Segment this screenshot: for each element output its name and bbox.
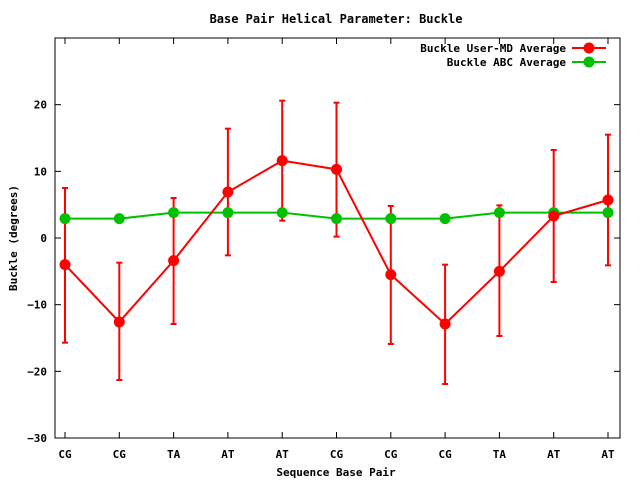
legend: Buckle User-MD Average Buckle ABC Averag… <box>420 42 606 69</box>
data-point-user-md <box>493 265 505 277</box>
data-point-user-md <box>548 210 560 222</box>
x-tick-label: CG <box>330 448 344 461</box>
data-point-abc <box>276 207 288 219</box>
data-point-abc <box>439 213 451 225</box>
x-tick-label: CG <box>58 448 72 461</box>
legend-label-abc: Buckle ABC Average <box>447 56 567 69</box>
x-tick-label: TA <box>493 448 507 461</box>
x-tick-label: TA <box>167 448 181 461</box>
data-point-user-md <box>59 259 71 271</box>
data-point-abc <box>493 207 505 219</box>
data-point-user-md <box>331 163 342 175</box>
chart-title: Base Pair Helical Parameter: Buckle <box>210 12 463 26</box>
data-point-abc <box>59 213 71 225</box>
series-layer <box>59 99 614 385</box>
x-tick-label: AT <box>221 448 235 461</box>
data-point-user-md <box>113 316 125 328</box>
y-tick-label: −30 <box>27 432 47 445</box>
x-tick-label: CG <box>438 448 452 461</box>
legend-marker-abc <box>583 56 595 68</box>
data-point-user-md <box>602 194 614 206</box>
y-tick-label: −20 <box>27 365 47 378</box>
data-point-abc <box>602 207 614 219</box>
data-point-user-md <box>168 255 180 267</box>
data-point-user-md <box>439 318 451 330</box>
legend-label-user-md: Buckle User-MD Average <box>420 42 566 55</box>
y-axis-label: Buckle (degrees) <box>7 185 20 291</box>
data-point-abc <box>385 213 397 225</box>
data-point-abc <box>168 207 180 219</box>
data-point-user-md <box>222 186 234 198</box>
y-axis: 20 10 0 −10 −20 −30 <box>27 99 620 445</box>
x-tick-label: CG <box>113 448 127 461</box>
y-tick-label: 0 <box>40 232 47 245</box>
y-tick-label: −10 <box>27 299 47 312</box>
x-tick-label: AT <box>276 448 290 461</box>
data-point-user-md <box>276 155 288 167</box>
y-tick-label: 10 <box>34 165 47 178</box>
data-point-user-md <box>385 269 397 281</box>
x-axis: CG CG TA AT AT CG CG CG TA AT AT <box>58 38 615 461</box>
x-tick-label: AT <box>547 448 561 461</box>
data-point-abc <box>113 213 125 225</box>
data-point-abc <box>222 207 234 219</box>
x-tick-label: CG <box>384 448 398 461</box>
legend-marker-user-md <box>583 42 595 54</box>
data-point-abc <box>331 213 342 225</box>
x-tick-label: AT <box>601 448 615 461</box>
plot-frame <box>54 37 621 439</box>
y-tick-label: 20 <box>34 99 47 112</box>
x-axis-label: Sequence Base Pair <box>276 466 396 479</box>
